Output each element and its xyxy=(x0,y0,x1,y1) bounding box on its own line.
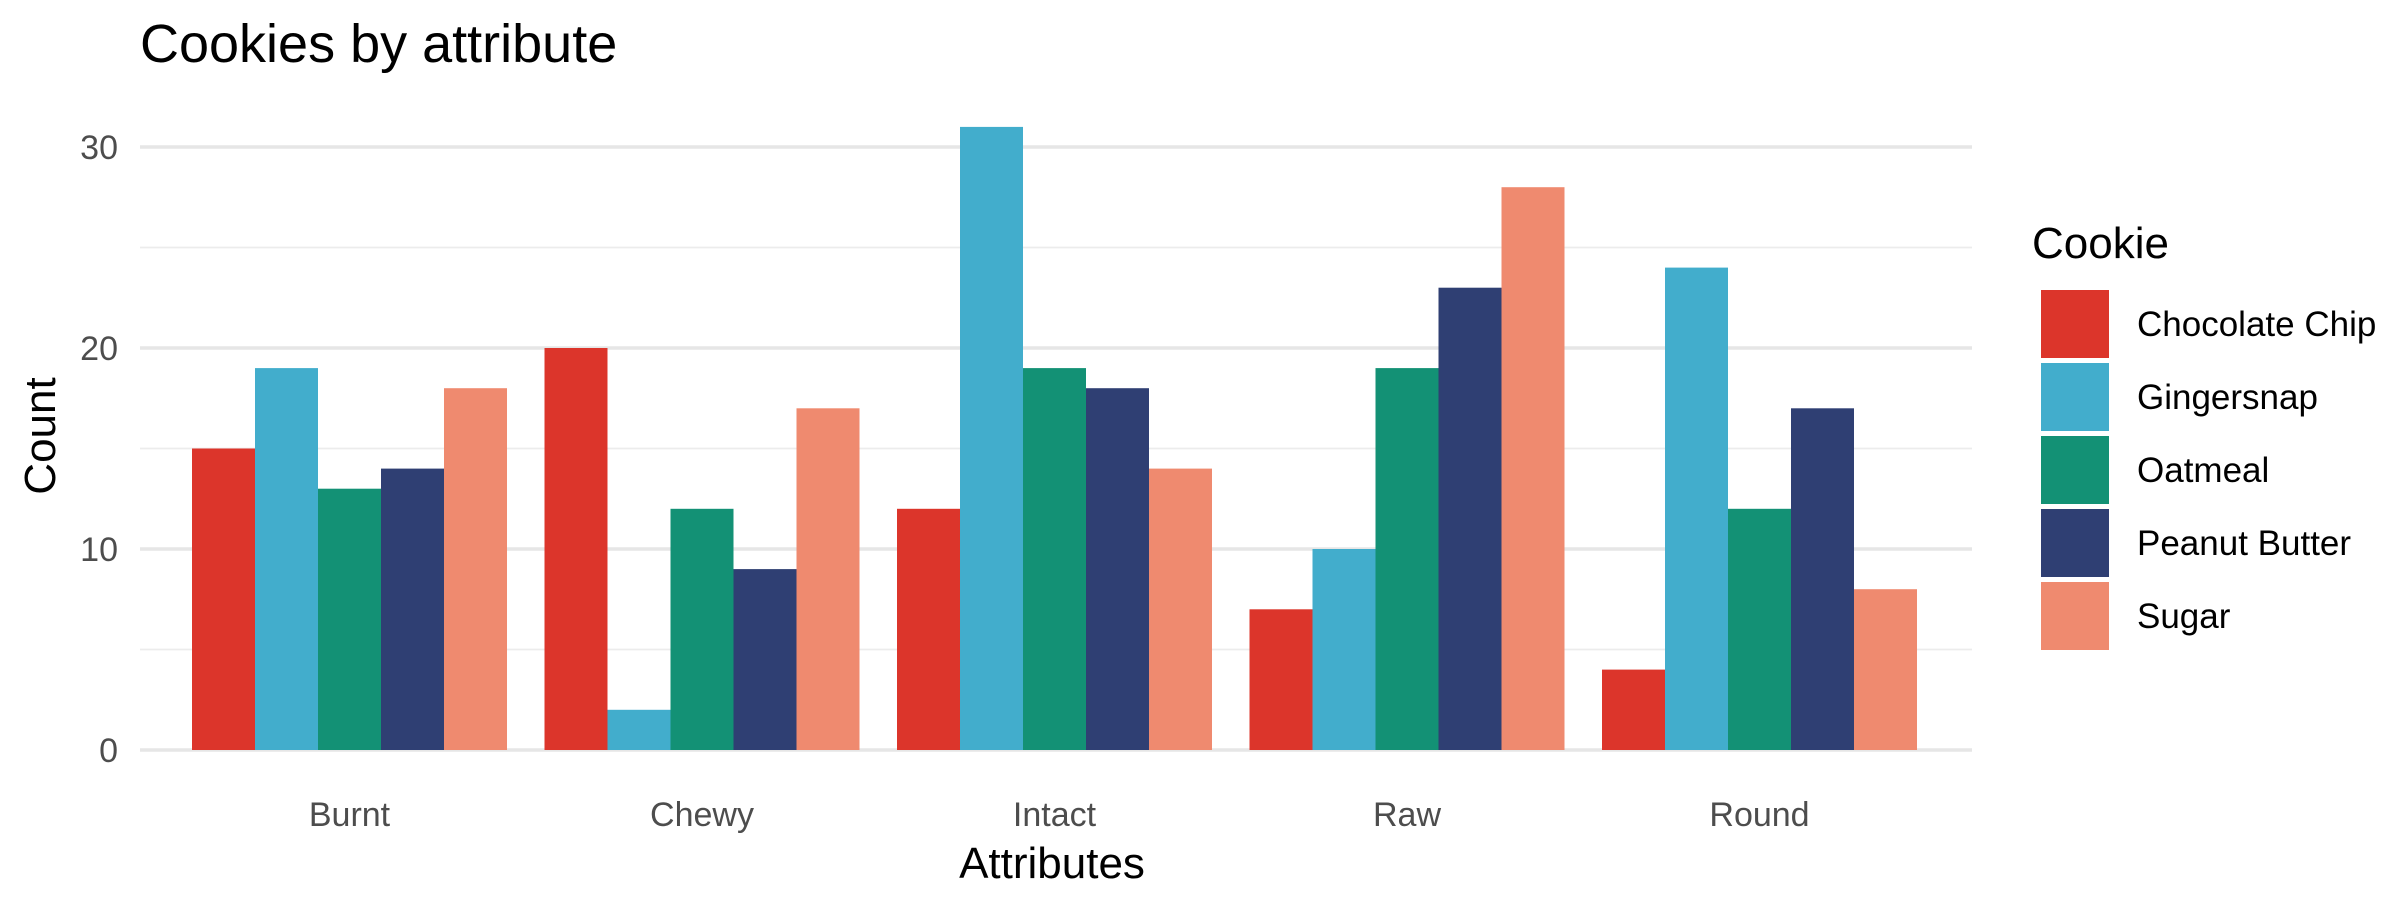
bar-burnt-peanut-butter xyxy=(381,468,444,750)
legend: Cookie Chocolate Chip Gingersnap Oatmeal Pe… xyxy=(2032,219,2376,650)
x-tick-label: Burnt xyxy=(309,796,391,834)
bars xyxy=(192,126,1917,750)
bar-chewy-sugar xyxy=(796,408,860,750)
bar-intact-chocolate-chip xyxy=(897,508,960,750)
legend-key xyxy=(2041,582,2109,650)
bar-raw-chocolate-chip xyxy=(1249,609,1313,750)
legend-key xyxy=(2041,436,2109,504)
y-tick-label: 10 xyxy=(80,531,118,569)
x-tick-label: Raw xyxy=(1373,796,1441,834)
x-tick-label: Chewy xyxy=(650,796,754,834)
legend-label: Oatmeal xyxy=(2137,451,2269,490)
bar-burnt-chocolate-chip xyxy=(192,448,255,750)
bar-burnt-gingersnap xyxy=(255,368,318,750)
y-axis-title: Count xyxy=(16,377,65,494)
bar-round-oatmeal xyxy=(1728,508,1791,750)
bar-burnt-oatmeal xyxy=(318,488,381,750)
bar-chewy-oatmeal xyxy=(670,508,734,750)
bar-chewy-peanut-butter xyxy=(733,569,797,750)
bar-raw-oatmeal xyxy=(1375,368,1439,750)
bar-round-gingersnap xyxy=(1665,267,1728,750)
chart-title: Cookies by attribute xyxy=(140,14,617,74)
y-tick-label: 30 xyxy=(80,129,118,167)
bar-chewy-chocolate-chip xyxy=(544,348,608,750)
legend-key xyxy=(2041,290,2109,358)
legend-title: Cookie xyxy=(2032,219,2169,268)
x-axis-title: Attributes xyxy=(959,839,1145,888)
legend-label: Gingersnap xyxy=(2137,378,2318,417)
legend-label: Sugar xyxy=(2137,597,2231,636)
x-axis-ticks: Burnt Chewy Intact Raw Round xyxy=(309,796,1810,834)
legend-label: Peanut Butter xyxy=(2137,524,2351,563)
legend-label: Chocolate Chip xyxy=(2137,305,2376,344)
bar-intact-oatmeal xyxy=(1023,368,1086,750)
bar-intact-sugar xyxy=(1149,468,1212,750)
x-tick-label: Round xyxy=(1709,796,1809,834)
bar-round-chocolate-chip xyxy=(1602,669,1665,750)
bar-intact-gingersnap xyxy=(960,126,1023,750)
y-axis-ticks: 0 10 20 30 xyxy=(80,129,118,770)
x-tick-label: Intact xyxy=(1013,796,1097,834)
bar-chewy-gingersnap xyxy=(607,709,671,750)
legend-items: Chocolate Chip Gingersnap Oatmeal Peanut Bu… xyxy=(2041,290,2376,650)
legend-key xyxy=(2041,363,2109,431)
bar-intact-peanut-butter xyxy=(1086,388,1149,750)
bar-round-peanut-butter xyxy=(1791,408,1854,750)
bar-burnt-sugar xyxy=(444,388,507,750)
bar-round-sugar xyxy=(1854,589,1917,750)
legend-key xyxy=(2041,509,2109,577)
y-tick-label: 0 xyxy=(99,732,118,770)
bar-raw-peanut-butter xyxy=(1438,287,1502,750)
bar-raw-gingersnap xyxy=(1312,549,1376,750)
y-tick-label: 20 xyxy=(80,330,118,368)
bar-raw-sugar xyxy=(1501,187,1565,750)
